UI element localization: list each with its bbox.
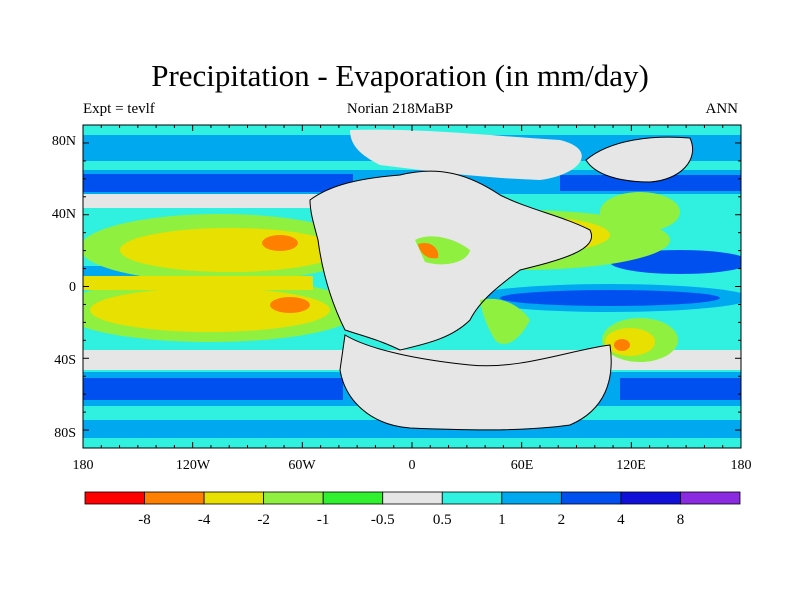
lat-label-0: 0 (69, 280, 76, 295)
colorbar-label: -2 (257, 512, 270, 528)
lon-label-180w: 180 (73, 458, 94, 473)
colorbar-swatch (144, 491, 205, 505)
axis-ticks (82, 124, 742, 449)
lon-label-120w: 120W (176, 458, 211, 473)
colorbar-swatch (441, 491, 503, 505)
lat-label-80n: 80N (52, 134, 76, 149)
colorbar-swatch (620, 491, 681, 505)
colorbar-label: 0.5 (433, 512, 452, 528)
colorbar-swatch (382, 491, 443, 505)
lat-label-80s: 80S (54, 426, 76, 441)
colorbar-label: -0.5 (371, 512, 395, 528)
colorbar-swatch (501, 491, 562, 505)
colorbar-swatch (263, 491, 324, 505)
colorbar-label: 2 (558, 512, 566, 528)
colorbar-swatch (560, 491, 622, 505)
colorbar-label: -8 (138, 512, 151, 528)
map-field (83, 125, 741, 448)
lon-label-60w: 60W (288, 458, 316, 473)
colorbar-label: 1 (498, 512, 506, 528)
season-label: ANN (705, 101, 739, 117)
lon-label-60e: 60E (511, 458, 534, 473)
colorbar-swatch (203, 491, 265, 505)
lon-label-120e: 120E (616, 458, 646, 473)
lon-label-180e: 180 (731, 458, 752, 473)
colorbar: -8 -4 -2 -1 -0.5 0.5 1 2 4 8 (84, 491, 741, 528)
colorbar-swatch (322, 491, 384, 505)
map-title: Precipitation - Evaporation (in mm/day) (151, 58, 649, 93)
experiment-label: Expt = tevlf (83, 101, 155, 117)
colorbar-swatch (680, 491, 741, 505)
colorbar-label: -1 (317, 512, 330, 528)
lat-label-40s: 40S (54, 353, 76, 368)
lat-label-40n: 40N (52, 207, 76, 222)
colorbar-label: 8 (677, 512, 685, 528)
colorbar-label: -4 (198, 512, 211, 528)
lon-label-0: 0 (409, 458, 416, 473)
colorbar-label: 4 (617, 512, 625, 528)
period-label: Norian 218MaBP (346, 101, 454, 117)
colorbar-swatch (84, 491, 145, 505)
